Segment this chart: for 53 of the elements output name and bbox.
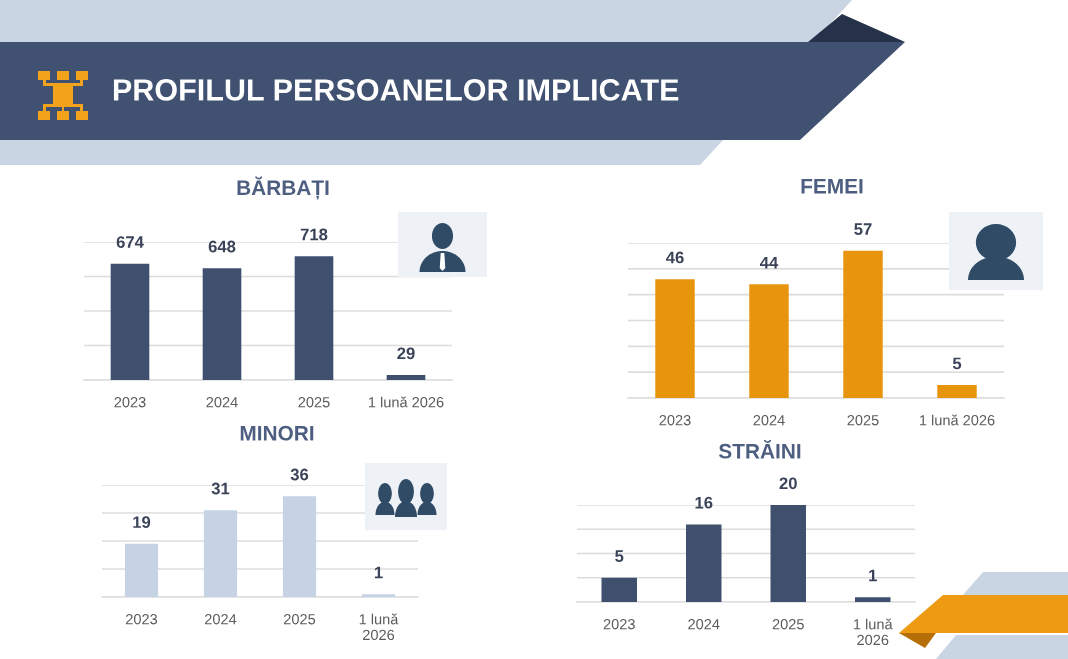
chart-title: FEMEI xyxy=(801,179,863,194)
data-label: 648 xyxy=(208,240,236,253)
x-tick-label: 2024 xyxy=(205,614,237,625)
x-tick-label: 2024 xyxy=(688,619,720,630)
x-tick-label: 2024 xyxy=(753,415,785,426)
data-label: 20 xyxy=(779,477,797,490)
bar xyxy=(294,256,334,380)
bar xyxy=(202,268,242,380)
data-label: 31 xyxy=(211,482,230,495)
bar xyxy=(601,577,637,602)
data-label: 5 xyxy=(952,357,962,370)
x-tick-label: 1 lună 2026 xyxy=(920,414,995,426)
x-tick-label: 1 lună 2026 xyxy=(359,613,399,641)
data-label: 16 xyxy=(695,496,713,509)
x-tick-label: 2025 xyxy=(284,614,316,625)
x-tick-label: 2023 xyxy=(126,614,158,625)
x-tick-label: 2025 xyxy=(847,415,879,426)
bar xyxy=(937,385,977,398)
bar xyxy=(655,279,695,398)
data-label: 674 xyxy=(116,236,144,248)
x-tick-label: 2023 xyxy=(114,397,146,408)
chart-title: BĂRBAȚI xyxy=(237,176,329,200)
text: PROFILUL PERSOANELOR IMPLICATE xyxy=(113,79,679,101)
data-label: 29 xyxy=(397,347,415,360)
bar xyxy=(282,496,317,597)
bar xyxy=(749,284,789,398)
bar xyxy=(386,375,426,380)
data-label: 46 xyxy=(665,251,684,264)
bar xyxy=(203,510,238,597)
chart-title: MINORI xyxy=(240,425,314,441)
data-label: 1 xyxy=(374,566,383,579)
x-tick-label: 2024 xyxy=(206,397,238,408)
x-tick-label: 2025 xyxy=(298,397,330,408)
bar xyxy=(686,524,722,602)
bar xyxy=(770,505,806,602)
data-label: 57 xyxy=(854,223,872,235)
bar xyxy=(855,597,891,602)
x-tick-label: 2023 xyxy=(603,619,635,630)
x-tick-label: 2023 xyxy=(659,415,691,426)
data-label: 1 xyxy=(869,569,877,582)
data-label: 36 xyxy=(290,468,309,481)
x-tick-label: 2025 xyxy=(772,619,804,630)
data-label: 718 xyxy=(300,228,328,241)
data-label: 5 xyxy=(615,550,624,562)
x-tick-label: 1 lună 2026 xyxy=(369,396,444,408)
bar xyxy=(110,263,150,380)
bar xyxy=(361,594,396,597)
data-label: 44 xyxy=(759,256,779,269)
bar xyxy=(843,250,883,398)
x-tick-label: 1 lună 2026 xyxy=(854,618,893,646)
data-label: 19 xyxy=(133,516,151,529)
bar xyxy=(124,543,159,597)
chart-title: STRĂINI xyxy=(718,440,801,459)
